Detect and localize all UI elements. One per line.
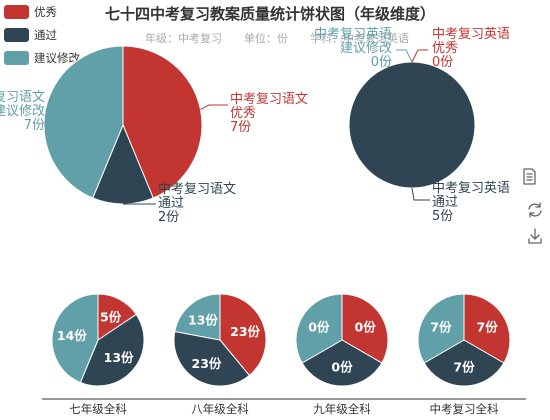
exam-review-all-slice-label-pass: 7份 bbox=[453, 360, 475, 375]
grade7-slice-label-excellent: 5份 bbox=[100, 309, 122, 324]
data-view-icon[interactable] bbox=[523, 168, 536, 185]
english-review-callout-label-revise: 中考复习英语建议修改 0份 bbox=[314, 27, 392, 70]
chinese-review-callout-label-pass: 中考复习语文通过 2份 bbox=[158, 182, 236, 225]
legend-label-excellent: 优秀 bbox=[34, 5, 57, 19]
exam-review-all-slice-excellent[interactable] bbox=[463, 293, 511, 364]
english-review-callout-label-excellent: 中考复习英语优秀 0份 bbox=[432, 27, 510, 70]
grade9-slice-label-excellent: 0份 bbox=[355, 320, 377, 335]
chinese-review-callout-label-excellent: 中考复习语文优秀 7份 bbox=[230, 92, 308, 135]
legend-label-pass: 通过 bbox=[34, 28, 57, 42]
english-review-callout-label-pass: 中考复习英语通过 5份 bbox=[432, 181, 510, 224]
exam-review-all-slice-label-revise: 7份 bbox=[430, 320, 452, 335]
legend-item-excellent[interactable]: 优秀 bbox=[4, 5, 57, 19]
legend[interactable]: 优秀 通过 建议修改 bbox=[4, 5, 80, 65]
toolbox[interactable] bbox=[523, 168, 542, 244]
grade8-slice-excellent[interactable] bbox=[219, 293, 267, 377]
english-review-slice-pass[interactable] bbox=[348, 61, 476, 189]
save-image-icon[interactable] bbox=[528, 228, 542, 244]
chart-title: 七十四中考复习教案质量统计饼状图（年级维度） bbox=[105, 5, 435, 23]
grade7-slice-pass[interactable] bbox=[79, 313, 145, 387]
legend-item-pass[interactable]: 通过 bbox=[4, 28, 57, 42]
exam-review-all-slice-pass[interactable] bbox=[423, 339, 505, 387]
grade9-slice-pass[interactable] bbox=[301, 339, 383, 387]
chinese-review-slice-excellent[interactable] bbox=[122, 45, 203, 199]
grade9-caption: 九年级全科 bbox=[313, 402, 371, 416]
english-review-callout-line-revise bbox=[396, 49, 413, 63]
english-review-callout-line-excellent bbox=[411, 49, 428, 63]
exam-review-all-caption: 中考复习全科 bbox=[430, 402, 499, 416]
legend-label-revise: 建议修改 bbox=[34, 51, 80, 65]
grade9-slice-excellent[interactable] bbox=[341, 293, 389, 364]
grade7-slice-label-pass: 13份 bbox=[104, 350, 134, 365]
grade8-slice-label-revise: 13份 bbox=[188, 312, 218, 327]
grade8-slice-label-pass: 23份 bbox=[192, 356, 222, 371]
grade7-slice-revise[interactable] bbox=[51, 293, 99, 384]
grade8-slice-revise[interactable] bbox=[174, 293, 221, 341]
chart-subtitle-grade: 年级：中考复习 bbox=[145, 31, 222, 45]
exam-review-all-slice-revise[interactable] bbox=[417, 293, 465, 364]
legend-swatch-excellent bbox=[4, 5, 29, 19]
grade9-slice-label-pass: 0份 bbox=[331, 360, 353, 375]
legend-item-revise[interactable]: 建议修改 bbox=[4, 51, 80, 65]
legend-swatch-pass bbox=[4, 28, 29, 42]
english-review-callout-line-pass bbox=[411, 187, 430, 201]
grade7-caption: 七年级全科 bbox=[69, 402, 127, 416]
grade8-caption: 八年级全科 bbox=[191, 402, 249, 416]
grade7-slice-label-revise: 14份 bbox=[57, 328, 87, 343]
grade8-slice-label-excellent: 23份 bbox=[230, 324, 260, 339]
restore-icon[interactable] bbox=[528, 202, 542, 218]
chinese-review-callout-line-excellent bbox=[200, 104, 228, 111]
chart-subtitle-subject: 学科：中考复习英语 bbox=[310, 31, 409, 45]
exam-review-all-slice-label-excellent: 7份 bbox=[477, 320, 499, 335]
chinese-review-callout-line-revise bbox=[45, 109, 56, 113]
legend-swatch-revise bbox=[4, 51, 29, 65]
grade9-slice-label-revise: 0份 bbox=[308, 320, 330, 335]
chinese-review-callout-label-revise: 中考复习语文建议修改7份 bbox=[0, 90, 45, 133]
grade9-slice-revise[interactable] bbox=[295, 293, 343, 364]
chart-subtitle-unit: 单位：份 bbox=[244, 31, 288, 45]
grade8-slice-pass[interactable] bbox=[173, 330, 251, 387]
